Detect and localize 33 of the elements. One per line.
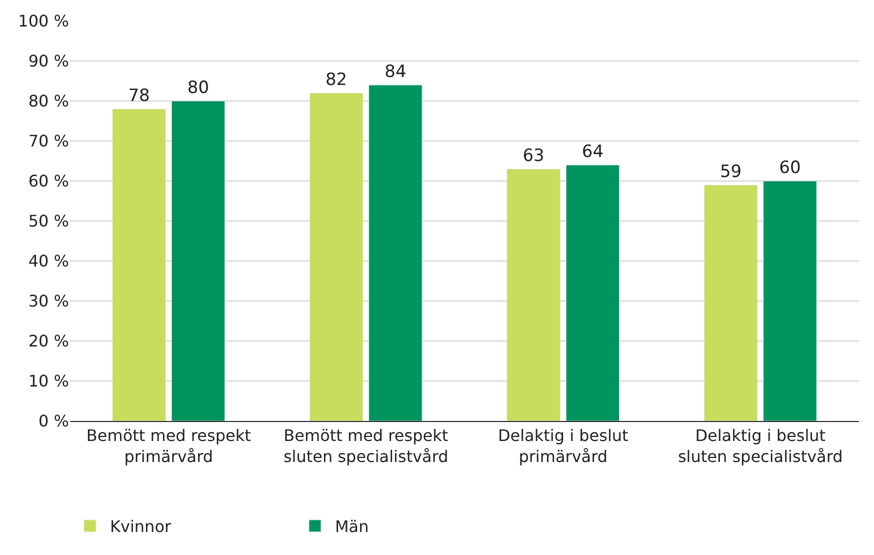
x-tick-label: Delaktig i beslut sluten specialistvård [678, 426, 843, 466]
y-tick-label: 10 % [28, 372, 69, 391]
data-label: 80 [187, 78, 210, 98]
bar [368, 84, 422, 421]
data-label: 59 [720, 162, 742, 182]
y-tick-label: 100 % [18, 12, 69, 31]
data-label: 63 [522, 146, 544, 166]
bar [704, 184, 758, 421]
data-label: 60 [779, 158, 801, 178]
bar [506, 168, 560, 421]
y-tick-label: 60 % [28, 172, 69, 191]
y-tick-label: 40 % [28, 252, 69, 271]
y-tick-label: 30 % [28, 292, 69, 311]
bar [566, 164, 620, 421]
data-label: 84 [384, 62, 406, 82]
bar [112, 108, 166, 421]
x-tick-label: Bemött med respekt primärvård [86, 426, 251, 466]
data-label: 78 [128, 86, 150, 106]
y-tick-label: 0 % [38, 412, 69, 431]
bar [763, 180, 817, 421]
x-tick-label: Delaktig i beslut primärvård [498, 426, 628, 466]
y-tick-label: 80 % [28, 92, 69, 111]
data-label: 82 [325, 70, 348, 90]
x-tick-label: Bemött med respekt sluten specialistvård [283, 426, 448, 466]
bar [171, 100, 226, 421]
y-tick-label: 70 % [28, 132, 69, 151]
y-tick-label: 50 % [28, 212, 69, 231]
y-tick-label: 90 % [28, 52, 69, 71]
legend-label: Kvinnor [110, 517, 172, 536]
bar [309, 92, 364, 421]
legend-label: Män [335, 517, 369, 536]
y-tick-label: 20 % [28, 332, 69, 351]
data-label: 64 [582, 142, 604, 162]
